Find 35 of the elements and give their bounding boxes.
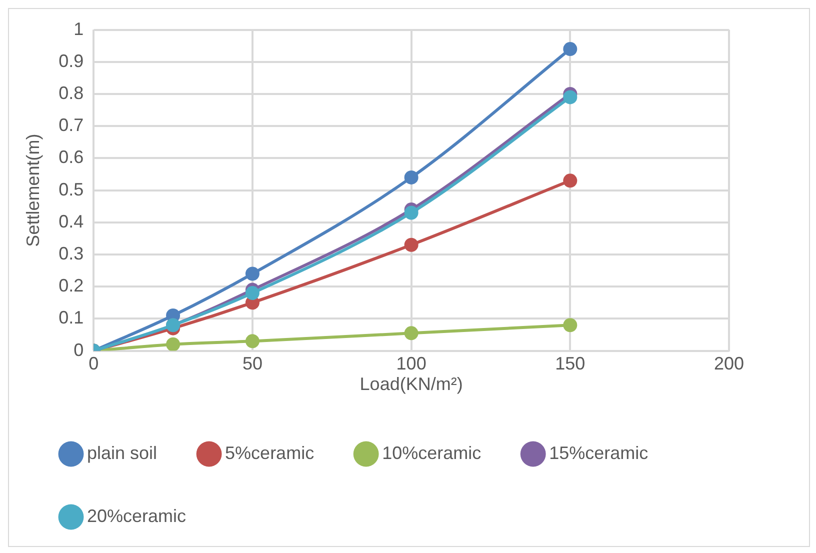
point [404,238,418,252]
y-tick-label: 0.1 [58,308,84,328]
point [245,266,260,281]
point [245,334,260,348]
legend-label: 5%ceramic [225,442,314,463]
y-tick-label: 0.5 [58,179,84,200]
y-tick-label: 0.7 [58,115,84,136]
x-tick-label: 150 [555,354,586,374]
y-tick-label: 0.6 [58,147,84,168]
point [563,42,578,56]
x-tick-label: 200 [714,354,744,374]
point [404,326,418,340]
x-tick-label: 50 [242,354,262,374]
point [245,286,260,300]
x-tick-label: 100 [396,354,426,374]
x-axis-title: Load(KN/m²) [360,374,463,394]
y-tick-label: 0.8 [58,82,84,103]
point [166,337,180,351]
legend-label: 10%ceramic [382,442,482,463]
point [563,90,578,104]
point [563,318,578,332]
legend-label: 20%ceramic [87,506,186,526]
y-axis-title: Settlement(m) [22,134,43,247]
point [563,174,578,188]
point [404,170,418,184]
y-tick-label: 0 [74,340,84,360]
y-tick-label: 1 [74,18,84,39]
y-tick-label: 0.4 [58,211,84,232]
point [404,206,418,220]
legend-label: 15%ceramic [549,442,648,463]
y-tick-label: 0.3 [58,243,84,264]
legend-label: plain soil [87,442,158,463]
x-tick-label: 0 [88,354,99,374]
y-tick-label: 0.2 [58,276,84,296]
y-tick-label: 0.9 [58,50,84,71]
